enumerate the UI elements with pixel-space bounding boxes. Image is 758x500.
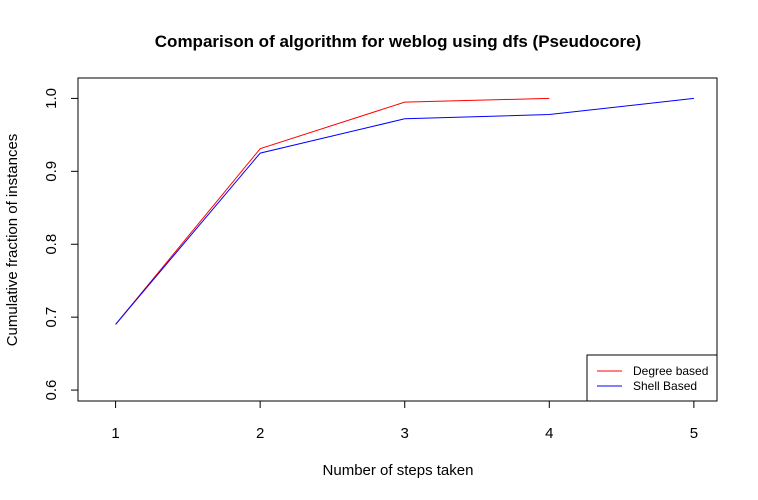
x-axis-label: Number of steps taken [323, 462, 474, 479]
series-line-degree-based [115, 97, 550, 325]
y-tick-label: 0.6 [43, 380, 60, 401]
x-tick-label: 3 [401, 425, 409, 442]
legend-box [586, 354, 718, 402]
y-tick-label: 1.0 [43, 88, 60, 109]
legend: Degree based Shell Based [586, 354, 718, 402]
series-layer [115, 97, 694, 325]
x-tick-label: 2 [256, 425, 264, 442]
chart-title: Comparison of algorithm for weblog using… [155, 32, 641, 51]
legend-label-shell-based: Shell Based [633, 379, 697, 393]
x-tick-label: 4 [545, 425, 553, 442]
y-axis: 0.6 0.7 0.8 0.9 1.0 [43, 88, 78, 401]
y-axis-label: Cumulative fraction of instances [4, 134, 21, 347]
x-tick-label: 1 [111, 425, 119, 442]
legend-label-degree-based: Degree based [633, 364, 708, 378]
plot-frame [77, 77, 718, 402]
series-line-shell-based [115, 97, 694, 325]
x-tick-label: 5 [690, 425, 698, 442]
y-tick-label: 0.8 [43, 234, 60, 255]
y-tick-label: 0.7 [43, 307, 60, 328]
y-tick-label: 0.9 [43, 161, 60, 182]
x-axis: 1 2 3 4 5 [111, 401, 698, 442]
